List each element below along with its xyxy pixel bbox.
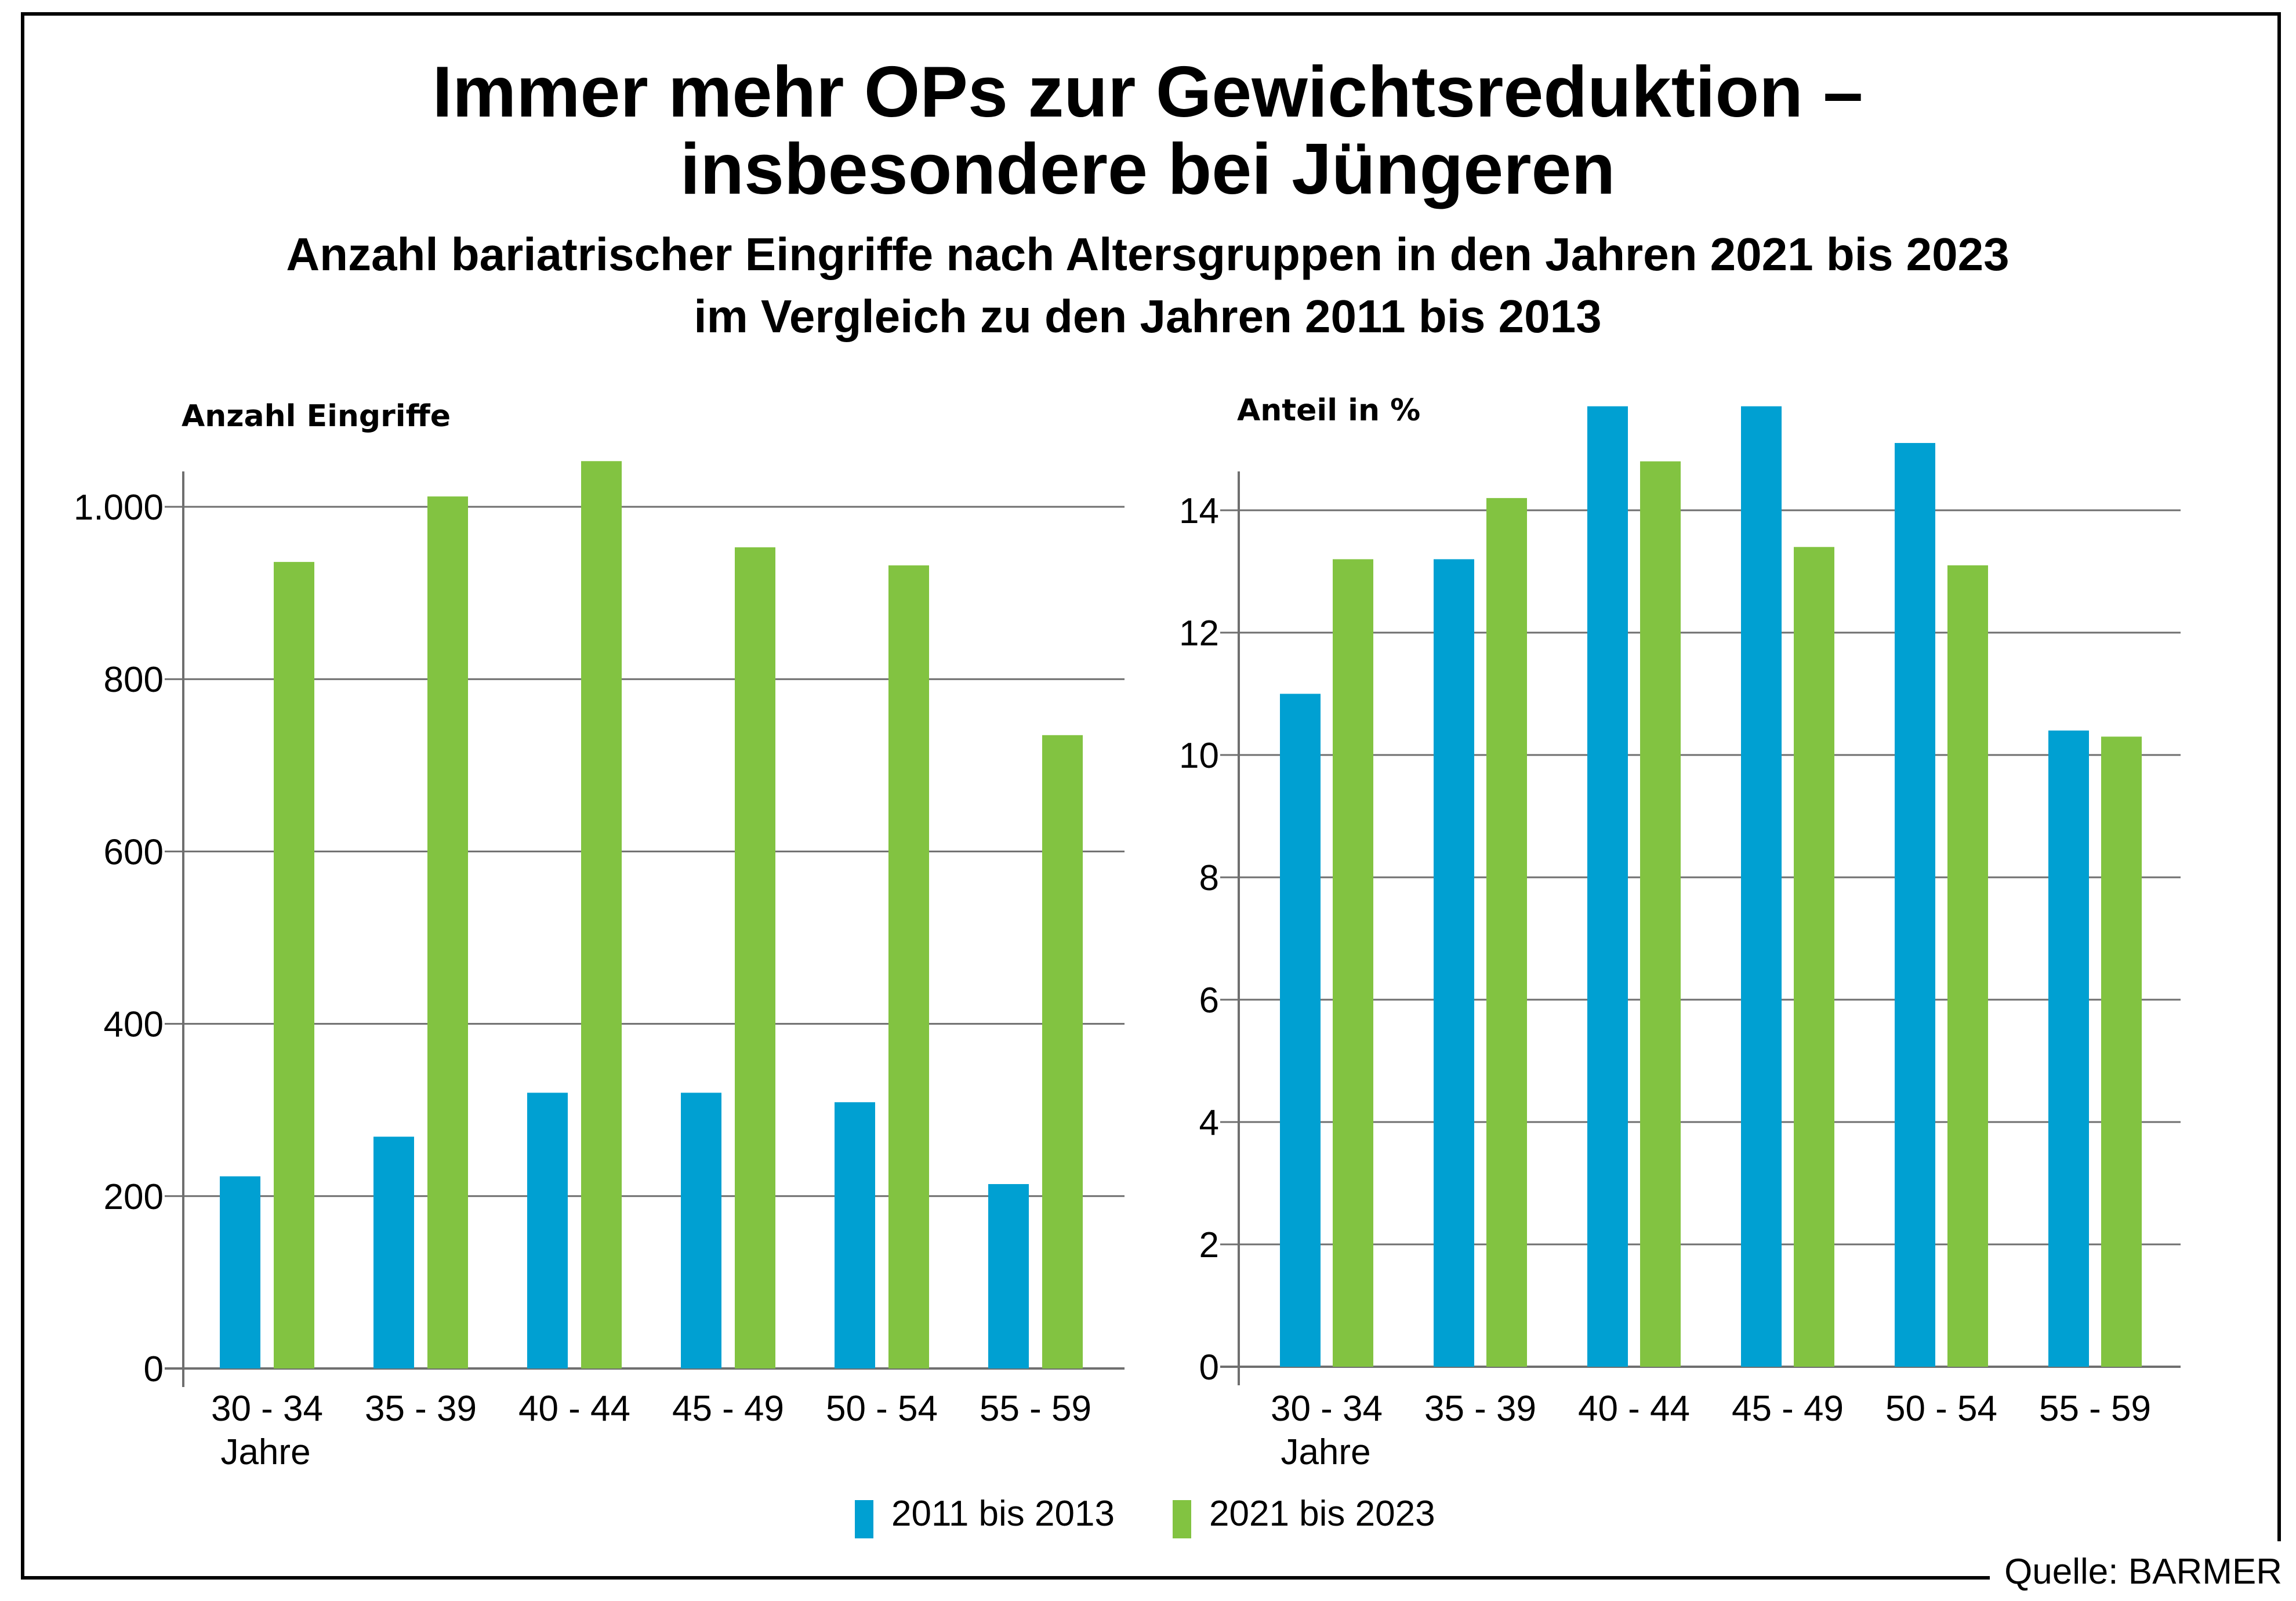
- x-tick-label: 40 - 44: [518, 1389, 630, 1429]
- y-tick-label: 1.000: [74, 488, 164, 528]
- y-tick-label: 14: [1179, 491, 1219, 531]
- x-tick-label: 50 - 54: [1885, 1389, 1997, 1429]
- bar-2021-2023-40-44: [1640, 461, 1681, 1367]
- chart-percent-share: Anteil in % 0 2 4 6 8 10 12 14 30 - 34 35 - 39 40…: [1179, 393, 2181, 1472]
- bar-2011-2013-35-39: [1434, 559, 1474, 1367]
- bar-2011-2013-45-49: [1741, 406, 1782, 1367]
- x-tick-label: 30 - 34: [211, 1389, 323, 1429]
- chart-subtitle-line2: im Vergleich zu den Jahren 2011 bis 2013: [694, 291, 1601, 342]
- x-tick-label: 30 - 34: [1271, 1389, 1383, 1429]
- y-tick-label: 600: [104, 832, 164, 872]
- chart-subtitle-line1: Anzahl bariatrischer Eingriffe nach Alte…: [286, 228, 2009, 280]
- legend-swatch-2011-2013: [855, 1500, 873, 1538]
- bar-2011-2013-50-54: [835, 1102, 875, 1368]
- bar-2021-2023-55-59: [1042, 735, 1083, 1368]
- bar-2021-2023-45-49: [1794, 547, 1834, 1367]
- y-tick-label: 0: [144, 1349, 164, 1389]
- chart-title-line1: Immer mehr OPs zur Gewichtsreduktion –: [433, 52, 1863, 132]
- x-tick-label: 55 - 59: [2039, 1389, 2151, 1429]
- bar-2011-2013-30-34: [220, 1176, 260, 1368]
- y-axis-title-right: Anteil in %: [1237, 393, 1420, 428]
- y-tick-label: 8: [1199, 858, 1219, 898]
- source-note: Quelle: BARMER: [2004, 1552, 2282, 1592]
- bar-2011-2013-50-54: [1895, 442, 1935, 1367]
- bar-2021-2023-45-49: [735, 547, 775, 1368]
- y-tick-label: 0: [1199, 1348, 1219, 1388]
- x-ticks-right: 30 - 34 35 - 39 40 - 44 45 - 49 50 - 54 55 - …: [1271, 1389, 2151, 1429]
- bars-right: [1280, 406, 2142, 1367]
- gridlines-left: [165, 471, 1125, 1387]
- legend: 2011 bis 2013 2021 bis 2023: [855, 1494, 1435, 1538]
- bar-2011-2013-45-49: [681, 1092, 721, 1368]
- bar-2021-2023-30-34: [1333, 559, 1373, 1367]
- y-tick-label: 200: [104, 1177, 164, 1217]
- legend-swatch-2021-2023: [1173, 1500, 1191, 1538]
- x-tick-label: 45 - 49: [672, 1389, 784, 1429]
- bar-2021-2023-50-54: [1947, 565, 1988, 1367]
- gridlines-right: [1220, 471, 2181, 1385]
- legend-item-2011-2013[interactable]: 2011 bis 2013: [855, 1494, 1115, 1538]
- bar-2011-2013-40-44: [1587, 406, 1628, 1367]
- x-tick-label: 35 - 39: [1424, 1389, 1536, 1429]
- legend-label-2021-2023: 2021 bis 2023: [1209, 1494, 1435, 1534]
- y-ticks-right: 0 2 4 6 8 10 12 14: [1179, 491, 1219, 1388]
- bar-2021-2023-35-39: [1486, 498, 1527, 1367]
- bars-left: [220, 461, 1083, 1369]
- bar-2021-2023-35-39: [427, 496, 468, 1369]
- x-tick-label: 35 - 39: [365, 1389, 477, 1429]
- frame-border: [21, 12, 2281, 1580]
- x-tick-label: 45 - 49: [1732, 1389, 1844, 1429]
- x-tick-label: 40 - 44: [1578, 1389, 1690, 1429]
- x-ticks-left: 30 - 34 35 - 39 40 - 44 45 - 49 50 - 54 55 - …: [211, 1389, 1091, 1429]
- chart-absolute-counts: Anzahl Eingriffe 0 200 400 600 800 1.000 30 -…: [74, 399, 1125, 1472]
- bar-2011-2013-55-59: [988, 1183, 1029, 1368]
- y-axis-title-left: Anzahl Eingriffe: [182, 399, 451, 434]
- bar-2011-2013-35-39: [373, 1137, 414, 1368]
- y-tick-label: 6: [1199, 981, 1219, 1021]
- y-tick-label: 2: [1199, 1225, 1219, 1265]
- y-tick-label: 10: [1179, 736, 1219, 776]
- x-axis-unit-left: Jahre: [220, 1432, 310, 1472]
- bar-2011-2013-55-59: [2048, 730, 2089, 1367]
- y-tick-label: 800: [104, 660, 164, 700]
- y-ticks-left: 0 200 400 600 800 1.000: [74, 488, 164, 1389]
- bar-2011-2013-30-34: [1280, 694, 1321, 1367]
- bar-2021-2023-30-34: [274, 562, 314, 1368]
- bar-2021-2023-55-59: [2101, 736, 2142, 1367]
- bar-2011-2013-40-44: [527, 1092, 568, 1368]
- chart-title-line2: insbesondere bei Jüngeren: [680, 129, 1615, 209]
- x-tick-label: 50 - 54: [826, 1389, 938, 1429]
- bar-2021-2023-40-44: [581, 461, 622, 1369]
- x-tick-label: 55 - 59: [980, 1389, 1091, 1429]
- x-axis-unit-right: Jahre: [1281, 1432, 1370, 1472]
- bar-2021-2023-50-54: [888, 565, 929, 1368]
- legend-label-2011-2013: 2011 bis 2013: [891, 1494, 1115, 1534]
- y-tick-label: 4: [1199, 1103, 1219, 1143]
- legend-item-2021-2023[interactable]: 2021 bis 2023: [1173, 1494, 1435, 1538]
- y-tick-label: 400: [104, 1005, 164, 1045]
- y-tick-label: 12: [1179, 613, 1219, 654]
